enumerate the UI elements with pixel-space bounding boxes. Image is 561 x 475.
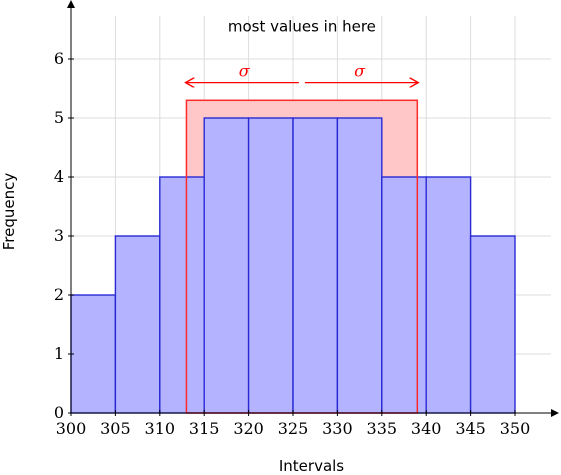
histogram-bar — [114, 235, 161, 414]
histogram-bar — [425, 176, 472, 414]
x-tick-label: 335 — [367, 419, 398, 438]
histogram-bar — [203, 117, 250, 414]
x-tick-label: 305 — [100, 419, 131, 438]
sigma-label: σ — [354, 62, 366, 81]
y-tick-label: 4 — [54, 167, 64, 186]
sigma-label: σ — [239, 62, 251, 81]
x-tick-label: 345 — [455, 419, 486, 438]
histogram-bar — [336, 117, 383, 414]
axes — [67, 0, 559, 417]
annotation-text: most values in here — [228, 18, 376, 36]
y-tick-label: 3 — [54, 226, 64, 245]
histogram-bar — [247, 117, 294, 414]
annotations: most values in here σ σ — [186, 18, 417, 83]
x-tick-label: 325 — [278, 419, 309, 438]
histogram-bar — [292, 117, 339, 414]
histogram-bar — [70, 294, 117, 414]
x-tick-label: 350 — [500, 419, 531, 438]
y-tick-label: 1 — [54, 344, 64, 363]
x-tick-label: 310 — [145, 419, 176, 438]
x-tick-label: 320 — [233, 419, 264, 438]
x-tick-label: 315 — [189, 419, 220, 438]
bars-layer — [70, 117, 516, 414]
y-axis-label: Frequency — [0, 173, 18, 251]
histogram-bar — [381, 176, 427, 414]
x-tick-label: 300 — [56, 419, 87, 438]
histogram-bar — [159, 176, 205, 414]
y-tick-label: 5 — [54, 108, 64, 127]
x-tick-label: 340 — [411, 419, 442, 438]
y-tick-label: 6 — [54, 49, 64, 68]
x-axis-label: Intervals — [279, 457, 344, 475]
y-tick-label: 2 — [54, 285, 64, 304]
histogram-bar — [469, 235, 516, 414]
y-tick-label: 0 — [54, 403, 64, 422]
x-tick-label: 330 — [322, 419, 353, 438]
